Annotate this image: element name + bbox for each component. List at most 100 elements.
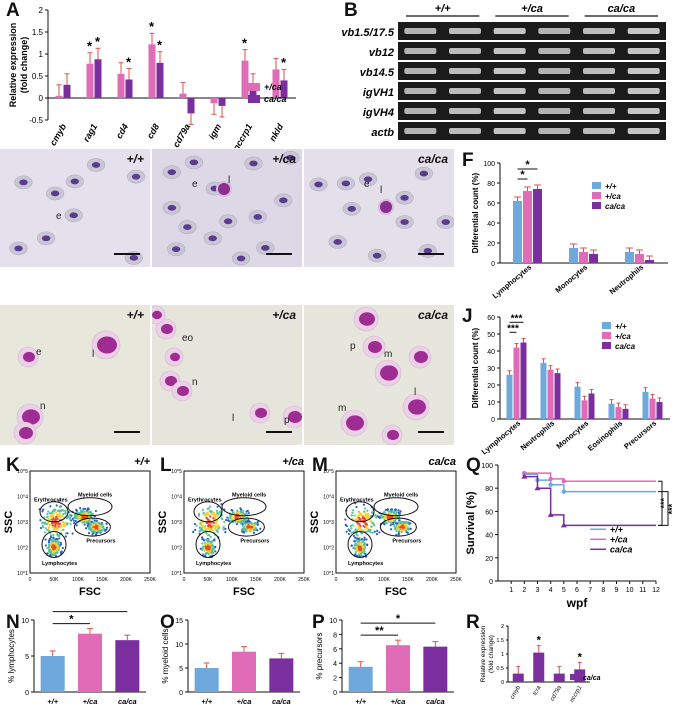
event-dot <box>360 538 364 541</box>
event-dot <box>51 516 54 519</box>
hematopoietic-nucleus <box>346 415 364 431</box>
bar-+/ca <box>148 44 156 98</box>
y-tick-label: 1 <box>39 50 44 59</box>
event-dot <box>365 517 369 520</box>
survival-line-+/+ <box>524 473 656 493</box>
x-axis-title: FSC <box>385 586 407 598</box>
y-tick-label: 1.5 <box>32 28 44 37</box>
category-label: rag1 <box>81 122 99 143</box>
gate-lymphocytes <box>347 530 373 558</box>
category-label: +/ca <box>83 697 98 706</box>
event-dot <box>66 523 69 526</box>
gel-band <box>538 28 571 34</box>
event-dot <box>214 550 217 553</box>
erythrocyte-nucleus <box>253 214 262 220</box>
event-dot <box>51 539 54 542</box>
y-tick-label: 2 <box>501 624 504 630</box>
x-tick-label: 0 <box>335 577 338 583</box>
gel-band <box>404 48 437 54</box>
y-tick-label: 1.5 <box>496 638 504 644</box>
panel-letter-b: B <box>344 0 358 21</box>
y-tick-label: 20 <box>485 556 493 563</box>
event-dot <box>53 526 56 530</box>
event-dot <box>99 526 102 529</box>
y-tick-label: 10 <box>487 400 495 407</box>
event-dot <box>393 524 396 527</box>
category-label: +/+ <box>47 697 58 706</box>
category-label: nccrp1 <box>569 685 583 704</box>
event-dot <box>255 522 258 525</box>
event-dot <box>100 523 103 526</box>
bar-ca/ca <box>533 189 542 263</box>
event-dot <box>390 522 393 525</box>
survival-marker <box>548 476 553 482</box>
gel-band <box>493 68 526 74</box>
event-dot <box>52 544 55 547</box>
hematopoietic-nucleus <box>22 409 40 425</box>
y-tick-label: 0.5 <box>496 666 504 672</box>
significance-star: * <box>149 19 155 34</box>
event-dot <box>91 533 94 536</box>
event-dot <box>395 511 398 514</box>
erythrocyte-nucleus <box>167 169 177 176</box>
flow-plot-k: Erythrocytes Myeloid cells Precursors Lymph… <box>3 456 156 598</box>
event-dot <box>95 519 98 522</box>
event-dot <box>348 529 351 532</box>
gate-label: Precursors <box>240 538 269 544</box>
event-dot <box>357 553 360 556</box>
legend-label: ca/ca <box>264 94 287 104</box>
category-label: cd4 <box>114 122 130 140</box>
x-tick-label: 10 <box>626 587 634 594</box>
event-dot <box>242 531 246 534</box>
gel-strip <box>398 102 666 120</box>
y-tick-label: 0 <box>39 94 44 103</box>
event-dot <box>55 538 58 541</box>
scale-bar <box>266 431 292 433</box>
significance-star: * <box>88 608 93 614</box>
y-tick-label: 80 <box>487 181 495 188</box>
legend-swatch <box>248 83 260 91</box>
event-dot <box>41 521 44 524</box>
panel-a-chart: -0.5 0 0.5 1 1.5 2 Relative expression(fold ch… <box>8 6 296 148</box>
gel-strip <box>398 82 666 100</box>
event-dot <box>41 524 44 528</box>
event-dot <box>352 524 355 527</box>
legend-label: ca/ca <box>583 675 601 682</box>
event-dot <box>237 512 240 515</box>
gel-band <box>627 68 660 74</box>
event-dot <box>352 509 355 512</box>
event-dot <box>47 526 51 530</box>
event-dot <box>70 514 73 517</box>
event-dot <box>69 522 72 525</box>
event-dot <box>48 523 51 526</box>
event-dot <box>200 548 204 552</box>
x-axis-title: wpf <box>566 596 589 610</box>
event-dot <box>48 512 52 515</box>
cell-label: e <box>56 211 62 222</box>
event-dot <box>398 530 401 533</box>
bar-+/+ <box>540 362 547 419</box>
event-dot <box>82 510 85 513</box>
erythrocyte-nucleus <box>189 159 199 166</box>
legend-swatch <box>592 182 601 189</box>
panel-letter-n: N <box>6 612 20 633</box>
y-tick-label: 10^1 <box>17 571 28 577</box>
significance-star: * <box>525 159 530 171</box>
erythrocyte-nucleus <box>286 154 295 161</box>
event-dot <box>400 528 403 531</box>
event-dot <box>209 505 212 508</box>
event-dot <box>50 518 53 521</box>
event-dot <box>61 514 65 518</box>
event-dot <box>86 524 89 527</box>
survival-marker <box>534 485 541 491</box>
event-dot <box>209 526 213 529</box>
event-dot <box>208 548 211 551</box>
event-dot <box>66 532 69 535</box>
legend-label: +/ca <box>610 534 628 544</box>
event-dot <box>207 534 211 537</box>
bar-ca/ca <box>125 79 133 98</box>
event-dot <box>242 518 245 521</box>
event-dot <box>354 550 357 554</box>
event-dot <box>105 522 108 525</box>
